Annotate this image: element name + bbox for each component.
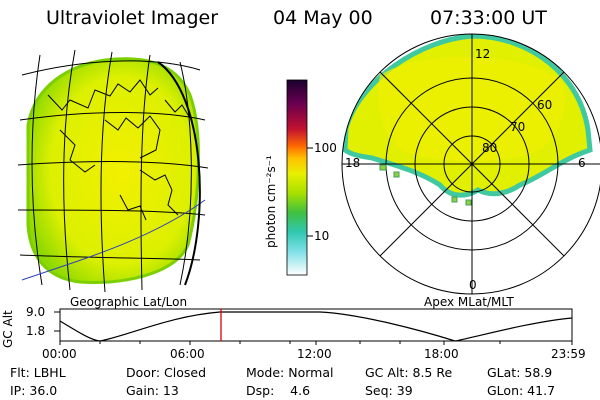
status-mode: Mode: Normal xyxy=(246,365,334,380)
mlt-label-18: 18 xyxy=(345,156,361,170)
status-filter: Flt: LBHL xyxy=(10,365,66,380)
colorbar-tick-10: 10 xyxy=(314,229,330,243)
status-glon: GLon: 41.7 xyxy=(487,383,556,398)
status-dsp: Dsp: 4.6 xyxy=(246,383,311,398)
lat-lon-grid xyxy=(17,49,209,293)
status-seq: Seq: 39 xyxy=(365,383,413,398)
status-gc-alt: GC Alt: 8.5 Re xyxy=(365,365,453,380)
time-tick-1200: 12:00 xyxy=(297,347,332,361)
altitude-axis-label: GC Alt xyxy=(1,310,15,348)
mlt-label-12: 12 xyxy=(475,47,491,61)
altitude-plot xyxy=(54,308,573,345)
altitude-curve xyxy=(59,311,573,342)
status-ip: IP: 36.0 xyxy=(10,383,58,398)
altitude-tick-1-8: 1.8 xyxy=(26,324,46,338)
mlt-label-6: 6 xyxy=(578,156,586,170)
altitude-tick-9: 9.0 xyxy=(26,305,46,319)
mlat-label-60: 60 xyxy=(537,98,553,112)
polar-panel-caption: Apex MLat/MLT xyxy=(424,295,514,309)
time-tick-1800: 18:00 xyxy=(424,347,459,361)
colorbar-unit-label: photon cm⁻²s⁻¹ xyxy=(264,155,278,248)
instrument-title: Ultraviolet Imager xyxy=(46,7,219,29)
status-gain: Gain: 13 xyxy=(126,383,179,398)
time-tick-0000: 00:00 xyxy=(42,347,77,361)
time-tick-2359: 23:59 xyxy=(551,347,586,361)
geo-panel-caption: Geographic Lat/Lon xyxy=(70,295,188,309)
mlat-label-80: 80 xyxy=(482,141,498,155)
colorbar xyxy=(286,79,313,276)
image-date: 04 May 00 xyxy=(273,7,373,29)
mlat-label-70: 70 xyxy=(510,120,526,134)
status-door: Door: Closed xyxy=(126,365,207,380)
time-tick-0600: 06:00 xyxy=(170,347,205,361)
status-glat: GLat: 58.9 xyxy=(487,365,553,380)
mlt-label-0: 0 xyxy=(469,278,477,292)
geographic-image xyxy=(17,49,209,293)
image-time: 07:33:00 UT xyxy=(430,7,547,29)
colorbar-tick-100: 100 xyxy=(314,141,337,155)
polar-image xyxy=(341,33,600,295)
